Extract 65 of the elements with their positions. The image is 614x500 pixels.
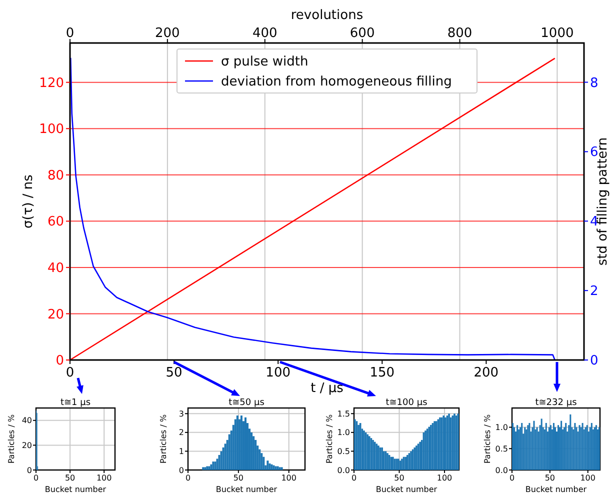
y-axis-title: Particles / %	[325, 414, 334, 464]
x-tick-label: 50	[233, 473, 244, 482]
x-tick-label: 50	[544, 473, 556, 482]
x-axis-title: Bucket number	[376, 485, 438, 494]
y-axis-title: Particles / %	[483, 414, 492, 464]
chart-title: t≅232 µs	[535, 398, 578, 408]
legend-label: deviation from homogeneous filling	[221, 74, 452, 90]
x-axis-title: Bucket number	[216, 485, 278, 494]
y-axis-title: Particles / %	[7, 414, 16, 464]
chart-title: t≅1 µs	[60, 398, 91, 408]
y-axis-title: Particles / %	[159, 414, 168, 464]
x-tick-label: 0	[33, 473, 39, 482]
y-tick-label: 60	[47, 214, 64, 230]
x2-axis-title: revolutions	[290, 8, 364, 23]
x-tick-label: 100	[266, 365, 291, 380]
legend-label: σ pulse width	[221, 54, 308, 70]
x-axis-title: Bucket number	[525, 485, 588, 494]
y-tick-label: 0.5	[495, 444, 508, 454]
y-tick-label: 100	[39, 122, 64, 138]
x-tick-label: 50	[64, 473, 76, 482]
y2-tick-label: 2	[590, 284, 598, 300]
x-tick-label: 50	[166, 365, 182, 380]
x-tick-label: 100	[436, 473, 452, 482]
x2-tick-label: 400	[252, 26, 278, 41]
y-tick-label: 0.5	[337, 447, 350, 456]
y-tick-label: 20	[22, 441, 32, 450]
y-tick-label: 40	[47, 260, 64, 276]
y-tick-label: 1	[178, 447, 184, 456]
y-tick-label: 1.0	[337, 428, 350, 438]
x-tick-label: 0	[66, 365, 74, 380]
y-tick-label: 1.5	[337, 409, 350, 418]
y2-tick-label: 0	[590, 354, 598, 369]
y-tick-label: 80	[47, 168, 64, 184]
x-tick-label: 100	[96, 473, 112, 482]
y-tick-label: 120	[39, 76, 64, 91]
y2-tick-label: 8	[590, 76, 598, 91]
y-tick-label: 0	[26, 466, 32, 475]
x2-tick-label: 600	[350, 26, 375, 41]
x-tick-label: 0	[509, 473, 515, 482]
x-tick-label: 100	[281, 473, 297, 482]
y-tick-label: 40	[22, 416, 32, 426]
x-tick-label: 100	[580, 473, 596, 482]
x-tick-label: 200	[474, 365, 499, 380]
x2-tick-label: 1000	[540, 26, 574, 41]
y-tick-label: 3	[178, 409, 184, 418]
y-axis-title: σ(τ) / ns	[21, 174, 36, 228]
y2-tick-label: 6	[590, 145, 598, 160]
y-tick-label: 20	[47, 307, 64, 322]
chart-title: t≅50 µs	[228, 398, 265, 408]
x-axis-title: t / µs	[310, 381, 344, 396]
x-tick-label: 150	[370, 365, 395, 380]
chart-title: t≅100 µs	[386, 398, 428, 408]
y-tick-label: 0	[178, 466, 184, 475]
x2-tick-label: 0	[66, 26, 74, 41]
y-tick-label: 0.0	[495, 466, 508, 475]
x-tick-label: 50	[394, 473, 404, 482]
y-tick-label: 0	[56, 354, 64, 369]
y-tick-label: 0.0	[337, 466, 350, 475]
y-tick-label: 2	[178, 428, 184, 438]
y-tick-label: 1.0	[495, 423, 508, 432]
x-tick-label: 0	[351, 473, 357, 482]
x2-tick-label: 200	[155, 26, 180, 41]
x-axis-title: Bucket number	[44, 485, 107, 494]
x2-tick-label: 800	[447, 26, 472, 41]
x-tick-label: 0	[185, 473, 191, 482]
